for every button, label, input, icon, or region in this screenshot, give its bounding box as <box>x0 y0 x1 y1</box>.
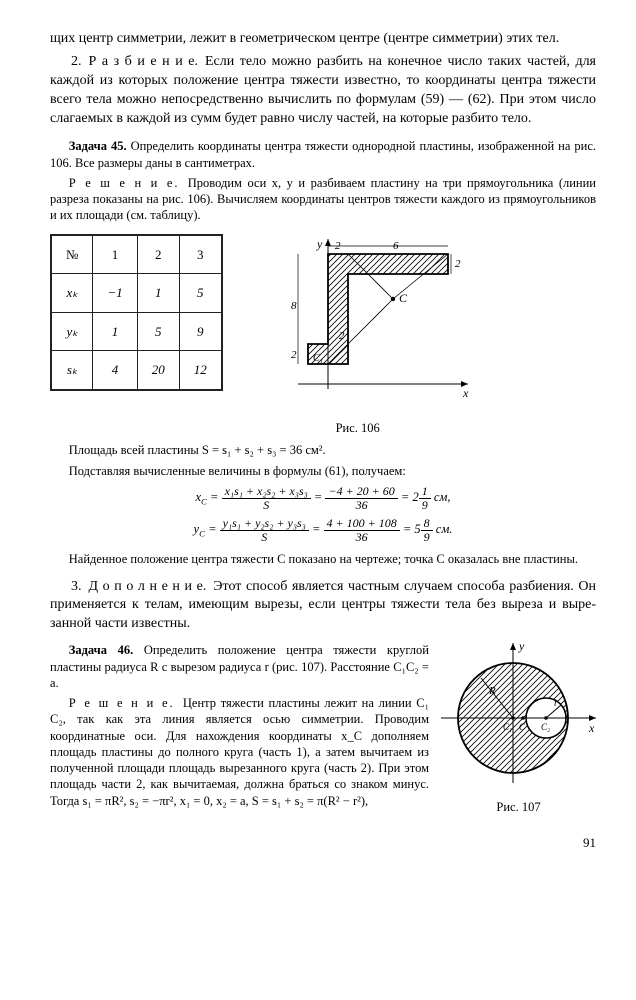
cell: 20 <box>137 351 179 390</box>
cell: 1 <box>93 312 137 351</box>
paragraph-dopolnenie: 3. Д о п о л н е н и е. Этот способ явля… <box>50 578 596 635</box>
th-col1: 1 <box>93 235 137 274</box>
equation-yc: yC = y₁s₁ + y₂s₂ + y₃s₃S = 4 + 100 + 108… <box>90 517 556 543</box>
task-46-title: Задача 46. <box>69 643 133 657</box>
svg-text:8: 8 <box>291 300 297 312</box>
svg-text:y: y <box>518 639 525 653</box>
area-sum: Площадь всей пластины S = s₁ + s₂ + s₃ =… <box>50 442 596 458</box>
svg-text:r: r <box>554 698 558 709</box>
section-number-2: 2. Р а з б и е н и е. <box>71 54 205 69</box>
cell: 4 <box>93 351 137 390</box>
table-row-s: sₖ 4 20 12 <box>51 351 222 390</box>
svg-text:C₁: C₁ <box>313 353 323 364</box>
task-45-text: Определить координаты центра тяжести одн… <box>50 139 596 169</box>
svg-text:C₂: C₂ <box>541 722 550 732</box>
figure-106-svg: x y C C₁ 2 6 2 8 2 2 <box>243 234 473 409</box>
table-row-x: xₖ −1 1 5 <box>51 274 222 313</box>
svg-text:y: y <box>316 237 323 251</box>
svg-text:2: 2 <box>339 330 345 342</box>
task-45-title: Задача 45. <box>69 139 127 153</box>
solution-label: Р е ш е н и е. <box>69 176 188 190</box>
section-number-3: 3. Д о п о л н е н и е. <box>71 579 213 594</box>
figure-107: x y R r C₁ C C₂ Рис. 107 <box>441 638 596 816</box>
svg-text:2: 2 <box>291 349 297 361</box>
th-col2: 2 <box>137 235 179 274</box>
cell: 5 <box>179 274 222 313</box>
paragraph-razbienie: 2. Р а з б и е н и е. Если тело можно ра… <box>50 53 596 129</box>
figure-106-caption: Рис. 106 <box>243 420 473 437</box>
cell: yₖ <box>51 312 93 351</box>
cell: 9 <box>179 312 222 351</box>
table-figure-row: № 1 2 3 xₖ −1 1 5 yₖ 1 5 9 sₖ 4 20 12 <box>50 234 596 437</box>
svg-text:x: x <box>462 386 469 400</box>
task-46-solution-text: Центр тяжести пластины лежит на линии C₁… <box>50 696 429 808</box>
figure-106: x y C C₁ 2 6 2 8 2 2 <box>243 234 473 437</box>
solution-label-46: Р е ш е н и е. <box>69 696 183 710</box>
cell: xₖ <box>51 274 93 313</box>
page-number: 91 <box>50 834 596 852</box>
table-header-row: № 1 2 3 <box>51 235 222 274</box>
equation-xc: xC = x₁s₁ + x₂s₂ + x₃s₃S = −4 + 20 + 603… <box>90 485 556 511</box>
table-row-y: yₖ 1 5 9 <box>51 312 222 351</box>
figure-107-caption: Рис. 107 <box>441 799 596 816</box>
th-col3: 3 <box>179 235 222 274</box>
svg-text:x: x <box>588 721 595 735</box>
svg-text:R: R <box>488 685 496 697</box>
cell: 5 <box>137 312 179 351</box>
svg-text:2: 2 <box>455 258 461 270</box>
found-position: Найденное положение центра тяжести C пок… <box>50 551 596 567</box>
cell: 1 <box>137 274 179 313</box>
eq-x-lhs: xC = <box>195 490 221 504</box>
task-45-solution: Р е ш е н и е. Проводим оси x, y и разби… <box>50 175 596 224</box>
th-col0: № <box>51 235 93 274</box>
substitute-text: Подставляя вычисленные величины в формул… <box>50 463 596 479</box>
svg-text:C₁: C₁ <box>503 722 512 732</box>
centroid-table: № 1 2 3 xₖ −1 1 5 yₖ 1 5 9 sₖ 4 20 12 <box>50 234 223 391</box>
cell: 12 <box>179 351 222 390</box>
cell: sₖ <box>51 351 93 390</box>
cell: −1 <box>93 274 137 313</box>
task-45: Задача 45. Определить координаты центра … <box>50 138 596 171</box>
paragraph-continuation: щих центр симметрии, лежит в геометричес… <box>50 30 596 49</box>
eq-y-lhs: yC = <box>194 522 220 536</box>
svg-text:C: C <box>519 722 526 732</box>
figure-107-svg: x y R r C₁ C C₂ <box>441 638 596 788</box>
